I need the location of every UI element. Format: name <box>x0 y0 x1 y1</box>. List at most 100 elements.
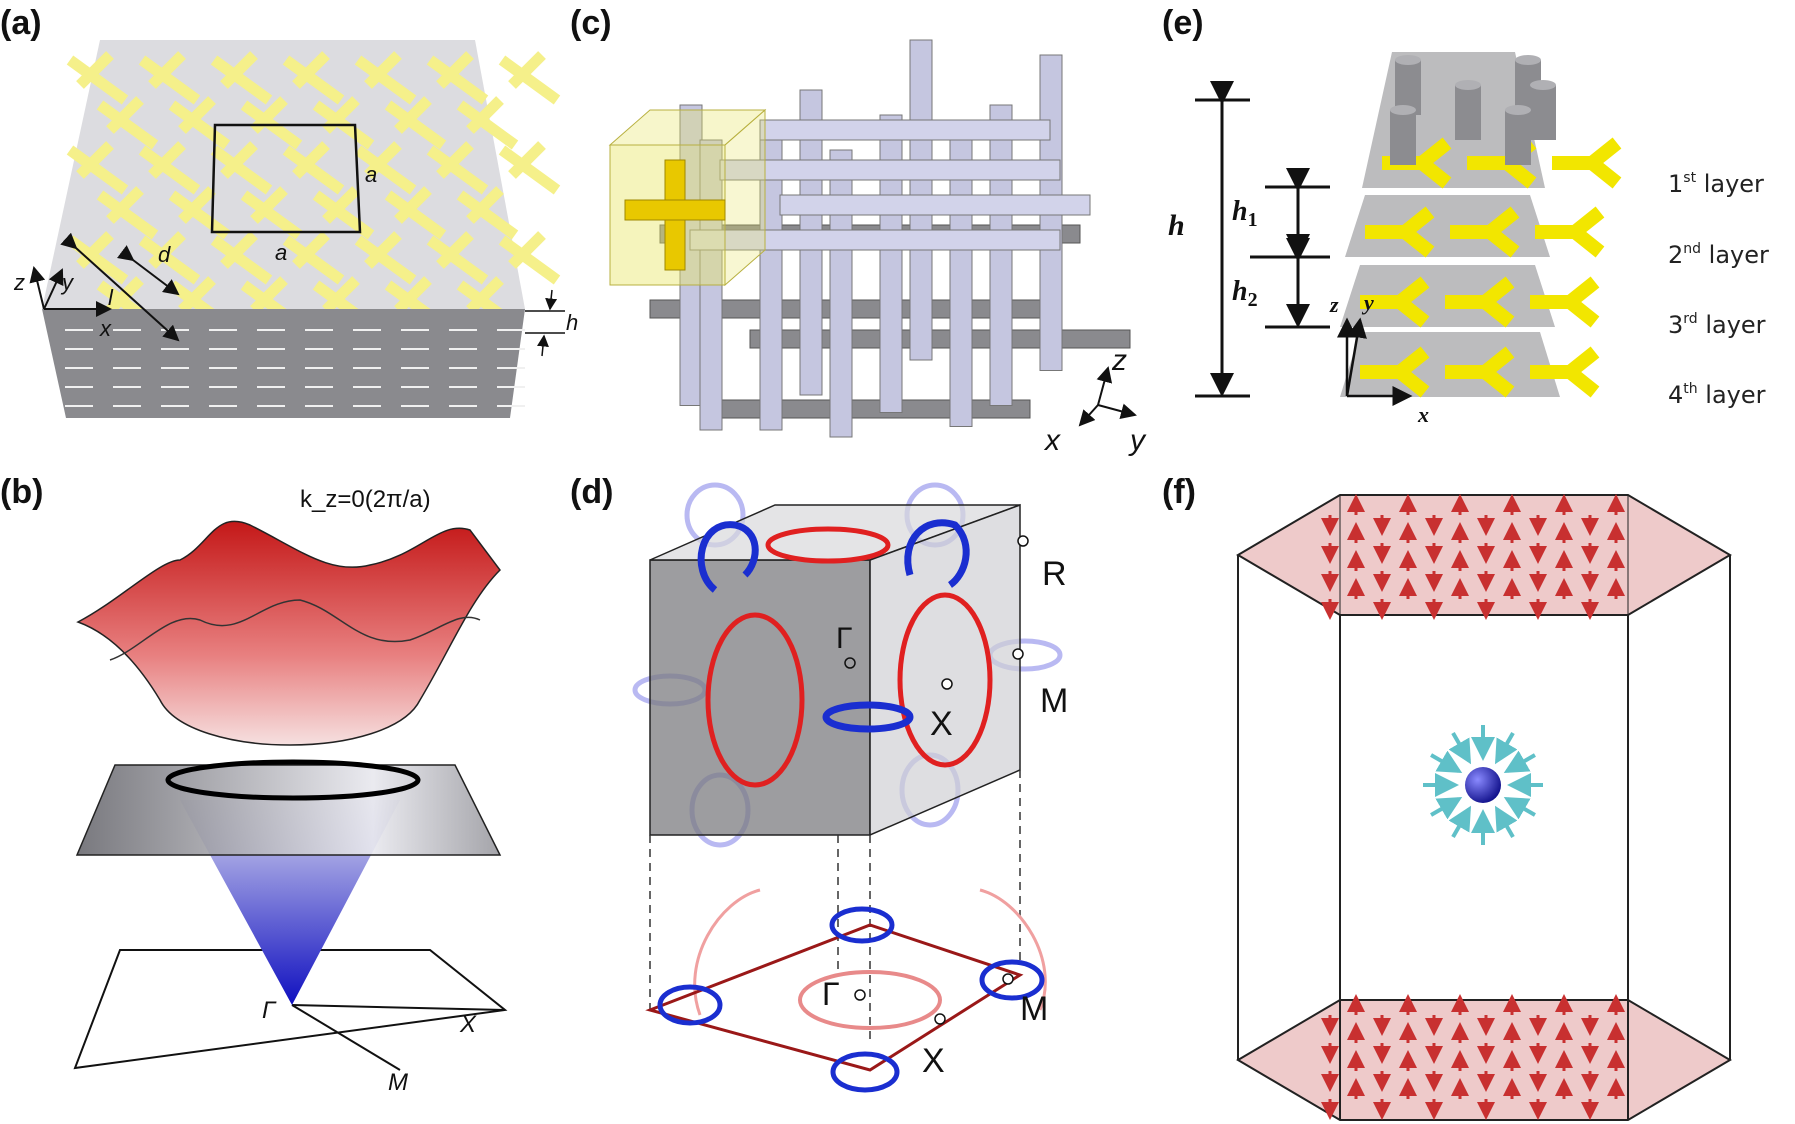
t-resonator-bar <box>436 231 474 269</box>
layer-label-3: 3rd layer <box>1668 311 1766 339</box>
gamma-x-line <box>291 1004 506 1011</box>
panel-f: (f) <box>1162 473 1732 1121</box>
t-resonator-bar <box>178 96 216 134</box>
cylinder-top <box>1395 55 1421 65</box>
t-resonator-bar <box>466 276 504 314</box>
monopole-arrow <box>1495 732 1518 765</box>
dimension-lines <box>1195 81 1330 398</box>
t-resonator-stem <box>138 145 201 195</box>
axis-x-label: x <box>99 316 112 341</box>
layer-stack <box>1340 52 1622 398</box>
proj-x-marker <box>934 1013 946 1025</box>
t-resonator-bar <box>508 231 546 269</box>
panel-d: (d) R M X Γ <box>570 473 1068 1093</box>
fermi-plane <box>75 764 502 856</box>
dim-h-label: h <box>1168 209 1185 242</box>
monopole-arrow <box>1495 805 1518 838</box>
panel-a-label: (a) <box>0 4 42 42</box>
layer-label-4: 4th layer <box>1668 381 1766 409</box>
proj-m-label: M <box>1020 990 1048 1028</box>
t-resonator-stem <box>138 55 201 105</box>
t-resonator-stem <box>66 145 129 195</box>
t-resonator-stem <box>210 235 273 285</box>
gamma-point-label: Γ <box>262 997 277 1024</box>
axis-z-label: z <box>13 270 25 295</box>
unit-cell-cross <box>624 159 726 271</box>
t-resonator-stem <box>96 190 159 240</box>
y-shaped-resonator <box>1552 137 1622 189</box>
y-shaped-resonator <box>1360 276 1430 328</box>
t-resonator-bar <box>322 186 360 224</box>
cylinder-top <box>1390 105 1416 115</box>
lattice-rod-horizontal <box>759 119 1051 141</box>
x-point-label: X <box>930 705 953 743</box>
gamma-point-marker <box>844 657 856 669</box>
dim-h-label: h <box>566 310 578 335</box>
lattice-rod-vertical <box>989 104 1013 406</box>
y-shaped-resonator <box>1530 276 1600 328</box>
t-resonator-bar <box>466 96 504 134</box>
t-resonator-stem <box>240 190 303 240</box>
panel-e-label: (e) <box>1162 4 1204 42</box>
t-resonator-stem <box>456 100 519 150</box>
t-resonator-stem <box>498 235 561 285</box>
nodal-line-ring <box>165 759 421 801</box>
t-resonator-stem <box>354 55 417 105</box>
monopole-arrow <box>1448 805 1471 838</box>
stacked-layers-side <box>42 309 525 418</box>
nodal-loops <box>697 519 993 788</box>
t-resonator-bar <box>364 231 402 269</box>
y-shaped-resonator <box>1445 346 1515 398</box>
t-resonator-stem <box>168 190 231 240</box>
t-resonator-stem <box>282 235 345 285</box>
t-resonator-stem <box>426 55 489 105</box>
t-resonator-bar <box>394 96 432 134</box>
dim-h2-label: h2 <box>1232 276 1258 311</box>
t-resonator-bar <box>106 96 144 134</box>
proj-m-marker <box>1002 973 1014 985</box>
unit-cell-side <box>724 108 766 287</box>
axis-y-arrow <box>43 268 64 310</box>
m-point-marker <box>1012 648 1024 660</box>
dim-a-label: a <box>365 162 377 187</box>
bz-cube-side <box>869 503 1021 837</box>
t-resonator-bar <box>76 51 114 89</box>
t-resonator-bar <box>292 141 330 179</box>
monopole-arrow <box>1448 732 1471 765</box>
berry-flux-arrows <box>1321 494 1625 1120</box>
t-resonator-bar <box>508 141 546 179</box>
y-shaped-resonator <box>1535 206 1605 258</box>
t-resonator-bar <box>220 231 258 269</box>
t-resonator-bar <box>148 51 186 89</box>
axis-z-label: z <box>1111 344 1127 377</box>
proj-gamma-label: Γ <box>822 976 840 1012</box>
r-point-marker <box>1017 535 1029 547</box>
dim-h-arrow <box>536 334 549 357</box>
panel-c: (c) z y x <box>570 4 1147 457</box>
layer-labels: 1st layer 2nd layer 3rd layer 4th layer <box>1668 170 1769 409</box>
dim-l-label: l <box>108 285 114 310</box>
surface-edge <box>109 599 481 661</box>
dim-a-label: a <box>275 240 287 265</box>
prism-edges <box>1237 495 1731 1120</box>
t-resonator-bar <box>394 276 432 314</box>
axis-y-label: y <box>60 270 75 295</box>
axis-z-arrow <box>29 266 46 310</box>
monopole-arrow <box>1430 797 1463 820</box>
cylinder-pillar <box>1530 85 1556 140</box>
monopole-arrow <box>1430 750 1463 773</box>
cylinder-top <box>1455 80 1481 90</box>
t-resonator-stem <box>384 100 447 150</box>
t-resonator-bar <box>436 141 474 179</box>
lattice-rod-vertical <box>829 149 853 438</box>
panel-b: (b) k_z=0(2π/a) Γ X M <box>0 473 508 1096</box>
t-resonator-stem <box>66 55 129 105</box>
lattice-rod-horizontal <box>779 194 1091 216</box>
dielectric-layer <box>1340 332 1560 397</box>
t-resonator-stem <box>282 55 345 105</box>
t-resonator-bar <box>394 186 432 224</box>
t-resonator-stem <box>354 145 417 195</box>
axis-x-label: x <box>1043 424 1061 457</box>
r-point-label: R <box>1042 555 1067 593</box>
panel-d-label: (d) <box>570 473 613 511</box>
